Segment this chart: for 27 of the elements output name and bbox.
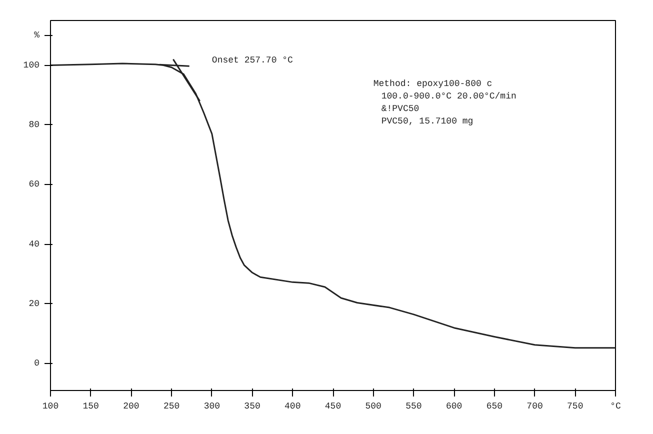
x-tick-label: 500: [365, 402, 382, 412]
annotation: &!PVC50: [381, 104, 420, 114]
x-tick-label: 600: [446, 402, 462, 412]
x-tick-label: 200: [123, 402, 140, 412]
y-tick-label: 0: [34, 358, 40, 369]
y-tick-label: %: [34, 30, 40, 40]
x-tick-label: 450: [324, 402, 342, 412]
x-tick-label: 750: [567, 402, 584, 412]
y-tick-label: 100: [23, 60, 40, 70]
x-tick-label: 300: [204, 402, 220, 412]
x-tick-label: 400: [284, 402, 301, 412]
x-tick-label: 250: [163, 402, 180, 412]
x-tick-label: 550: [406, 402, 422, 412]
x-tick-label: 350: [244, 402, 260, 412]
x-tick-label: 700: [526, 402, 543, 412]
annotation: Onset 257.70 °C: [212, 55, 294, 66]
x-tick-label: 100: [42, 402, 59, 412]
annotation: Method: epoxy100-800 c: [373, 79, 492, 90]
y-tick-label: 20: [28, 298, 40, 309]
y-tick-label: 80: [28, 120, 40, 130]
annotation: PVC50, 15.7100 mg: [381, 116, 474, 127]
x-tick-label: 650: [486, 402, 503, 412]
annotation: 100.0-900.0°C 20.00°C/min: [381, 92, 516, 102]
y-tick-label: 60: [28, 180, 40, 190]
x-tick-label: °C: [610, 402, 622, 412]
x-tick-label: 150: [82, 402, 99, 412]
y-tick-label: 40: [28, 239, 40, 250]
